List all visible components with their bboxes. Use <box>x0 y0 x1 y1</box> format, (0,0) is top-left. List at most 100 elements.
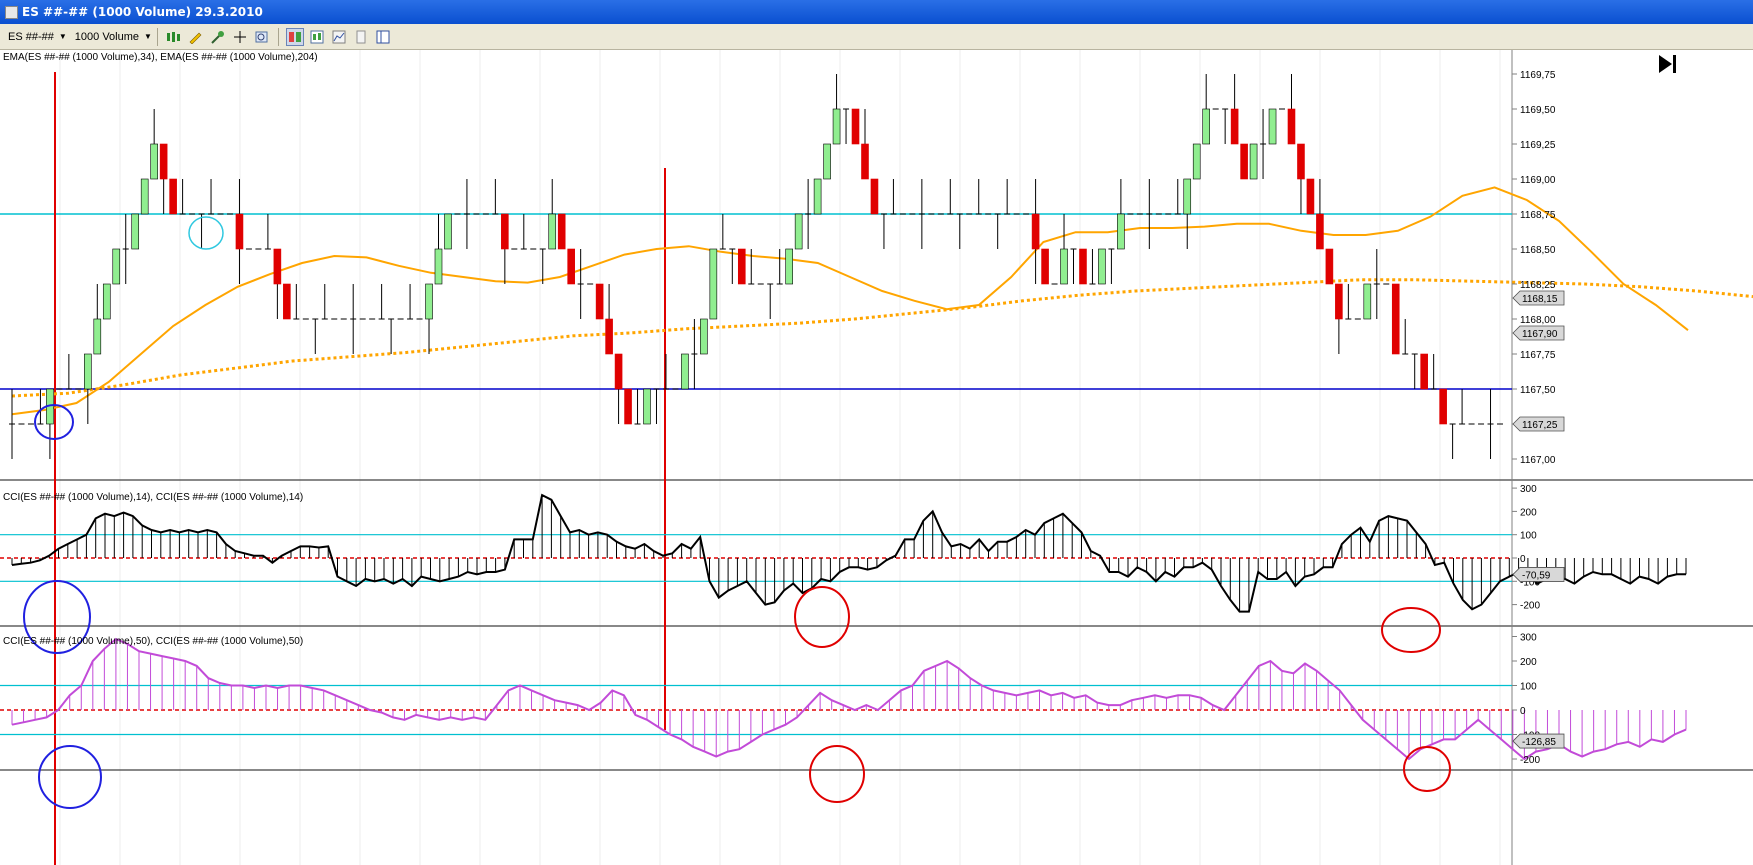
up-candle <box>93 318 102 355</box>
up-candle <box>1202 108 1210 145</box>
cci14-marker <box>1512 567 1565 582</box>
price-axis-label: 1167,75 <box>1520 350 1556 361</box>
price-marker-label: 1167,90 <box>1522 329 1558 340</box>
price-marker <box>1512 325 1565 341</box>
down-candle <box>273 248 282 285</box>
cci14-axis-label: 300 <box>1520 484 1537 495</box>
down-candle <box>1287 108 1296 145</box>
up-candle <box>1098 248 1106 285</box>
price-axis-label: 1168,00 <box>1520 315 1556 326</box>
up-candle <box>548 213 557 250</box>
blue-circle-annotation <box>34 404 74 440</box>
toolbar-separator <box>277 27 279 46</box>
cci14-marker-label: -70,59 <box>1522 570 1551 581</box>
down-candle <box>1306 178 1315 215</box>
horizontal-lines <box>0 72 1512 865</box>
interval-selector[interactable]: 1000 Volume ▼ <box>75 31 152 43</box>
up-candle <box>1268 108 1277 145</box>
down-candle <box>1297 143 1305 180</box>
pencil-icon[interactable] <box>187 28 205 46</box>
cci14-axis-label: 200 <box>1520 507 1537 518</box>
chart-properties-icon[interactable] <box>330 28 348 46</box>
up-candle <box>794 213 803 250</box>
price-axis-label: 1168,75 <box>1520 210 1556 221</box>
down-candle <box>567 248 575 285</box>
chart-layout-icon[interactable] <box>285 27 304 46</box>
toolbar-separator <box>156 27 158 46</box>
up-candle <box>785 248 793 285</box>
cci50-axis-label: 100 <box>1520 682 1537 693</box>
instrument-selector[interactable]: ES ##-## ▼ <box>8 31 67 43</box>
ema34-line <box>11 186 1689 416</box>
up-candle <box>823 143 831 180</box>
down-candle <box>1079 248 1087 285</box>
bar-style-icon[interactable] <box>165 28 183 46</box>
window-title: ES ##-## (1000 Volume) 29.3.2010 <box>22 5 263 19</box>
down-candle <box>235 213 244 250</box>
down-candle <box>1335 283 1343 320</box>
cci50-marker <box>1512 733 1565 749</box>
down-candle <box>1439 388 1447 425</box>
cci50-axis-label: 0 <box>1520 706 1526 717</box>
down-candle <box>851 108 860 145</box>
go-to-end-icon[interactable] <box>1659 55 1676 73</box>
templates-icon[interactable] <box>352 28 370 46</box>
price-axes: 1169,75 1169,50 1169,25 1169,00 1168,75 1168,… <box>1512 70 1565 766</box>
cci50-axis-label: 200 <box>1520 657 1537 668</box>
down-candle <box>1420 353 1428 390</box>
crosshair-icon[interactable] <box>231 28 249 46</box>
up-candle <box>1363 283 1372 320</box>
up-candle <box>131 213 140 250</box>
red-circle-annotation <box>794 586 850 648</box>
app-icon <box>5 5 18 19</box>
interval-label: 1000 Volume <box>74 30 140 43</box>
cci50-marker-label: -126,85 <box>1522 737 1556 748</box>
up-candle <box>681 353 689 390</box>
up-candle <box>102 283 111 320</box>
zoom-icon[interactable] <box>253 28 271 46</box>
cci14-axis-label: 0 <box>1520 554 1526 565</box>
cci14-axis-label: 100 <box>1520 531 1537 542</box>
up-candle <box>1060 248 1068 285</box>
down-candle <box>1230 108 1239 145</box>
down-candle <box>1031 213 1040 250</box>
down-candle <box>1325 248 1334 285</box>
window-title-bar: ES ##-## (1000 Volume) 29.3.2010 <box>0 0 1753 24</box>
chart-toolbar: ES ##-## ▼ 1000 Volume ▼ <box>0 24 1753 50</box>
down-candle <box>1041 248 1049 285</box>
chevron-down-icon: ▼ <box>58 32 67 41</box>
price-axis-label: 1167,50 <box>1520 385 1556 396</box>
down-candle <box>1240 143 1248 180</box>
red-circle-annotation <box>1381 607 1441 653</box>
cci14-axis-label: -100 <box>1520 577 1540 588</box>
price-axis-label: 1168,50 <box>1520 245 1556 256</box>
up-candle <box>832 108 841 145</box>
up-candle <box>1192 143 1201 180</box>
up-candle <box>709 248 718 320</box>
down-candle <box>169 178 177 215</box>
up-candle <box>444 213 452 250</box>
price-axis-label: 1167,00 <box>1520 455 1556 466</box>
down-candle <box>861 143 869 180</box>
down-candle <box>870 178 879 215</box>
price-marker <box>1512 290 1565 306</box>
up-candle <box>1249 143 1258 180</box>
up-candle <box>425 283 433 320</box>
up-candle <box>434 248 443 285</box>
down-candle <box>624 388 632 425</box>
drawing-tools-icon[interactable] <box>209 28 227 46</box>
window-icon[interactable] <box>374 28 392 46</box>
price-marker-label: 1168,15 <box>1522 294 1558 305</box>
chart-area[interactable]: 1169,75 1169,50 1169,25 1169,00 1168,75 1168,… <box>0 50 1753 865</box>
chevron-down-icon: ▼ <box>144 32 152 41</box>
up-candle <box>84 353 92 390</box>
instrument-label: ES ##-## <box>8 30 54 43</box>
data-box-icon[interactable] <box>308 28 326 46</box>
cci-indicators <box>0 493 1687 761</box>
cci50-panel-label: CCI(ES ##-## (1000 Volume),50), CCI(ES #… <box>3 636 303 647</box>
red-circle-annotation <box>809 745 865 803</box>
down-candle <box>595 283 604 320</box>
down-candle <box>614 353 623 390</box>
up-candle <box>1117 213 1125 250</box>
price-marker-label: 1167,25 <box>1522 420 1558 431</box>
